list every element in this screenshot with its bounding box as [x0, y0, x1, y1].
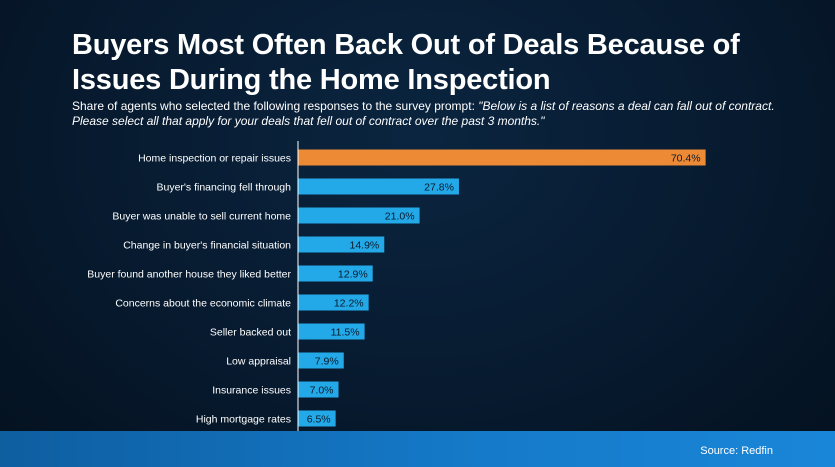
category-label: Seller backed out — [210, 327, 291, 339]
data-label: 27.8% — [424, 182, 454, 194]
category-label: Home inspection or repair issues — [138, 153, 291, 165]
data-label: 6.5% — [307, 414, 331, 426]
bar-1 — [298, 149, 706, 166]
data-label: 12.9% — [338, 269, 368, 281]
subtitle-quote: "Below is a list of reasons a deal can f… — [72, 99, 775, 128]
data-label: 21.0% — [385, 211, 415, 223]
category-label: Concerns about the economic climate — [115, 298, 291, 310]
bar-9 — [298, 381, 339, 398]
category-label: Change in buyer's financial situation — [123, 240, 291, 252]
data-label: 12.2% — [334, 298, 364, 310]
category-label: Buyer found another house they liked bet… — [87, 269, 291, 281]
data-label: 7.9% — [315, 356, 339, 368]
bar-10 — [298, 410, 336, 427]
bar-3 — [298, 207, 420, 224]
category-label: High mortgage rates — [196, 414, 291, 426]
bar-8 — [298, 352, 344, 369]
bar-4 — [298, 236, 385, 253]
category-label: Insurance issues — [212, 385, 291, 397]
category-label: Low appraisal — [226, 356, 291, 368]
bar-7 — [298, 323, 365, 340]
data-label: 11.5% — [331, 327, 360, 339]
data-label: 7.0% — [310, 385, 334, 397]
bar-5 — [298, 265, 373, 282]
chart-subtitle: Share of agents who selected the followi… — [72, 99, 802, 129]
category-label: Buyer was unable to sell current home — [112, 211, 291, 223]
footer-band — [0, 431, 835, 467]
data-label: 14.9% — [349, 240, 379, 252]
data-label: 70.4% — [671, 153, 701, 165]
chart-title: Buyers Most Often Back Out of Deals Beca… — [72, 29, 740, 96]
bar-6 — [298, 294, 369, 311]
category-label: Buyer's financing fell through — [156, 182, 291, 194]
source-label: Source: Redfin — [700, 445, 773, 457]
bar-2 — [298, 178, 459, 195]
subtitle-lead: Share of agents who selected the followi… — [72, 99, 479, 113]
